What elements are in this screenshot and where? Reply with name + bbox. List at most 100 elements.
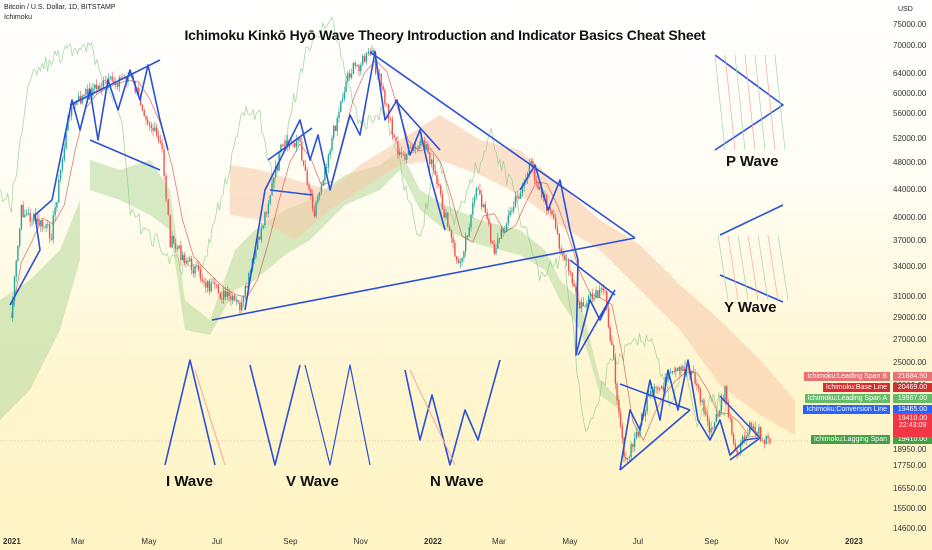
candle-body [662,386,664,391]
p-wave-guide [774,54,786,151]
candle-body [416,148,419,149]
candle-body [271,183,273,196]
y-wave-diagram [719,204,784,236]
candle-body [393,134,395,138]
y-wave-guide [717,234,729,301]
candle-body [95,84,98,90]
candle-body [767,435,769,439]
candle-body [41,220,44,228]
candle-body [242,295,245,303]
candle-body [302,160,305,166]
time-tick: Sep [704,537,719,546]
candle-body [276,166,278,171]
candle-body [356,65,358,67]
candle-body [369,51,371,55]
candle-body [317,196,319,203]
candle-body [502,228,504,233]
time-tick: May [141,537,157,546]
candle-body [682,368,684,371]
p-wave-guide [724,54,736,151]
candle-body [580,302,583,309]
candle-body [70,106,73,116]
symbol-line[interactable]: Bitcoin / U.S. Dollar, 1D, BITSTAMP [4,4,116,11]
candle-body [551,210,553,215]
candle-body [257,236,259,250]
time-tick: Nov [774,537,789,546]
candle-body [120,77,122,79]
candle-body [163,149,165,176]
indicator-name[interactable]: Ichimoku [4,14,33,21]
candle-body [575,286,577,292]
candle-body [687,369,689,371]
candle-body [19,228,21,246]
candle-body [488,218,490,224]
candle-body [432,159,435,171]
candle-body [459,261,461,264]
triangle-line [394,99,441,151]
candle-body [326,167,328,169]
candle-body [20,204,23,229]
candle-body [562,252,564,256]
candle-body [367,51,369,53]
lagging-span-line [0,16,731,433]
triangle-line [269,189,313,196]
candle-body [614,357,617,384]
candle-body [336,118,338,131]
triangle-line [569,259,616,296]
candle-body [731,418,733,435]
candle-body [224,290,227,297]
p-wave-diagram [714,54,784,151]
candle-body [593,297,595,300]
candle-body [33,214,35,221]
candle-body [387,104,390,119]
i-wave-guide [194,369,226,466]
candle-body [362,56,364,65]
candle-body [512,206,515,211]
candle-body [675,368,677,372]
candle-body [504,232,506,233]
candle-body [217,284,220,293]
candle-body [230,296,232,301]
candle-body [445,212,447,218]
candle-body [226,291,228,297]
candle-body [47,224,49,225]
candle-body [85,89,87,95]
candle-body [45,224,47,228]
candle-body [352,62,355,74]
candle-body [402,153,404,155]
candle-body [439,185,442,194]
candle-body [205,282,207,288]
candle-body [582,302,584,307]
candle-body [341,99,344,102]
i-wave-label: I Wave [166,473,213,490]
candle-body [212,282,214,284]
price-tick: 40000.00 [893,213,927,222]
candle-body [167,199,169,216]
candle-body [365,53,368,62]
candle-body [58,179,60,203]
candle-body [703,400,705,412]
price-tick: 15500.00 [893,504,927,513]
candle-body [763,440,766,444]
candle-body [528,164,531,173]
candle-body [500,228,502,239]
triangle-line [729,437,761,461]
candle-body [710,427,712,433]
candle-body [157,135,160,141]
candle-body [713,421,716,429]
candle-body [185,260,187,263]
triangle-line [211,237,636,321]
candle-body [637,431,639,436]
p-wave-guide [764,54,776,151]
candle-body [24,214,26,218]
candle-body [760,426,762,441]
candle-body [427,144,429,153]
price-tick: 70000.00 [893,41,927,50]
candle-body [343,92,345,100]
candle-body [192,270,194,274]
candle-body [690,371,693,375]
candle-body [334,125,337,131]
candle-body [165,175,167,200]
candle-body [420,140,422,146]
